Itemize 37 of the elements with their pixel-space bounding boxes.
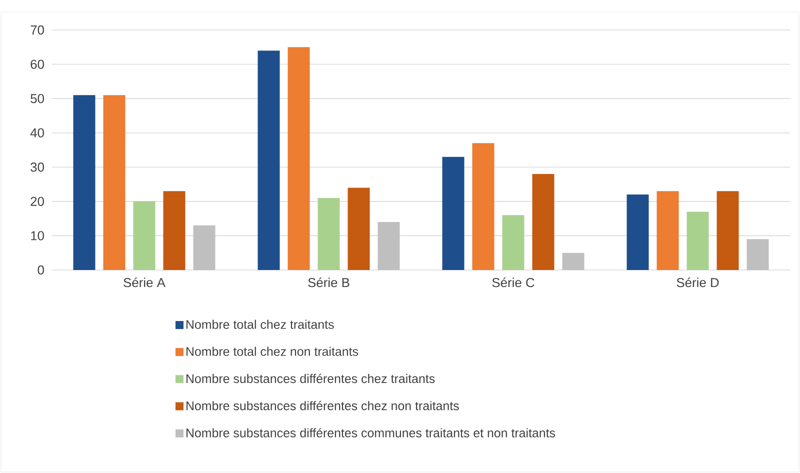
bar (378, 222, 400, 270)
legend-label: Nombre total chez traitants (186, 320, 334, 329)
bar (288, 47, 310, 270)
legend-label: Nombre substances différentes chez non traitants (186, 400, 459, 410)
legend-label: Nombre total chez non traitants (186, 346, 358, 356)
bar (716, 191, 739, 270)
bar (686, 212, 709, 270)
bar (318, 198, 340, 270)
bar (193, 225, 216, 270)
bar (133, 201, 156, 270)
bar (502, 215, 524, 270)
bar (656, 191, 679, 270)
y-tick-label: 70 (30, 25, 44, 35)
x-tick-label: Série B (308, 278, 350, 288)
bar (348, 188, 370, 270)
y-tick-label: 50 (30, 94, 44, 104)
x-tick-label: Série C (492, 278, 534, 288)
y-tick-label: 40 (30, 128, 44, 138)
legend-label: Nombre substances différentes communes traitants et non traitants (186, 428, 556, 438)
bar (163, 191, 186, 270)
legend-label: Nombre substances différentes chez traitants (186, 374, 435, 384)
y-tick-label: 30 (30, 162, 44, 172)
bar (442, 156, 464, 270)
x-tick-label: Série D (676, 278, 719, 288)
y-tick-label: 10 (31, 231, 44, 240)
bar (532, 174, 554, 270)
bar (258, 50, 280, 270)
y-tick-label: 0 (38, 265, 44, 275)
bar (103, 95, 126, 270)
bar (626, 194, 649, 270)
bar (562, 252, 584, 270)
bar (73, 95, 96, 270)
bar (746, 239, 769, 270)
y-tick-label: 20 (30, 196, 44, 206)
x-tick-label: Série A (124, 278, 166, 288)
y-tick-label: 60 (30, 60, 44, 69)
bar (472, 143, 494, 270)
